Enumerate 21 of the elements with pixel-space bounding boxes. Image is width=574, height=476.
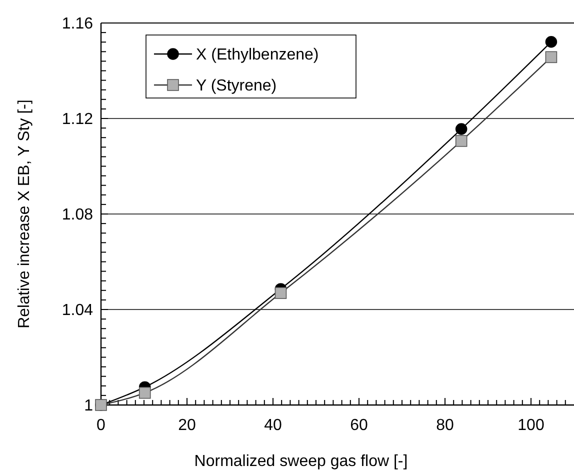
point (545, 51, 558, 64)
legend-label: X (Ethylbenzene) (196, 46, 319, 64)
legend-label: Y (Styrene) (196, 78, 277, 95)
y-tick-label: 1.16 (62, 16, 94, 33)
x-tick-label: 40 (264, 417, 282, 434)
y-tick-label: 1.08 (62, 206, 94, 224)
x-tick-label: 100 (518, 417, 544, 434)
point (274, 287, 287, 299)
y-axis-title: Relative increase X EB, Y Sty [-] (16, 100, 33, 328)
y-tick-label: 1.12 (62, 111, 94, 128)
point (455, 123, 468, 135)
point (545, 36, 558, 48)
point (455, 135, 468, 147)
x-tick-label: 80 (436, 417, 454, 434)
x-axis-title: Normalized sweep gas flow [-] (194, 453, 408, 470)
x-tick-label: 0 (96, 417, 106, 434)
point (138, 386, 151, 399)
x-tick-label: 60 (350, 417, 368, 434)
y-tick-label: 1 (84, 398, 94, 415)
x-tick-label: 20 (178, 417, 196, 434)
y-tick-label: 1.04 (62, 302, 94, 320)
